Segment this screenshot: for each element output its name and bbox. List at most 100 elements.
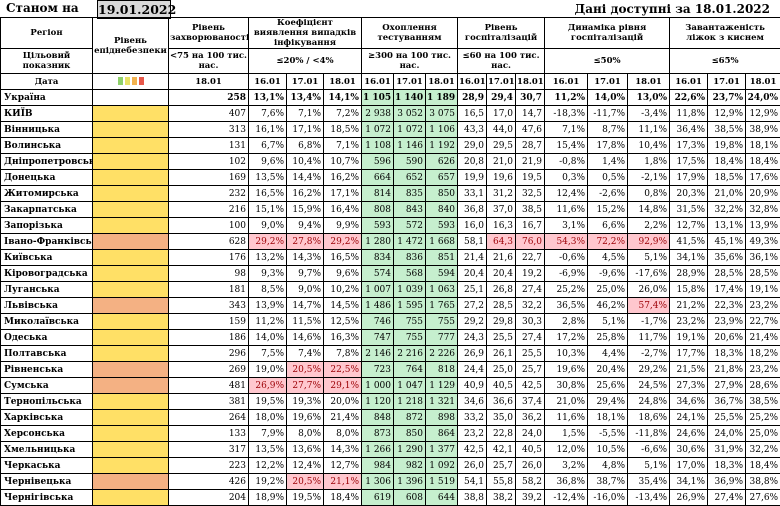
table-cell: 10,5% bbox=[588, 442, 628, 458]
safety-level-cell bbox=[93, 282, 169, 298]
table-cell: 29,0 bbox=[458, 138, 487, 154]
table-cell: 28,5 bbox=[487, 298, 516, 314]
table-cell: 38,5 bbox=[516, 202, 545, 218]
safety-level-cell bbox=[93, 474, 169, 490]
table-cell: 1 396 bbox=[394, 474, 426, 490]
table-cell: 24,0% bbox=[746, 90, 780, 106]
table-cell: 186 bbox=[169, 330, 249, 346]
table-cell: 100 bbox=[169, 218, 249, 234]
table-cell: 1 105 bbox=[362, 90, 394, 106]
table-cell: 6,7% bbox=[249, 138, 287, 154]
table-cell: 38,8% bbox=[746, 474, 780, 490]
table-cell: 30,8% bbox=[545, 378, 588, 394]
table-cell: 17,7% bbox=[670, 346, 708, 362]
table-cell: 36,8 bbox=[458, 202, 487, 218]
legend-swatch bbox=[125, 77, 130, 85]
region-name: Хмельницька bbox=[1, 442, 93, 458]
table-cell: 36,4% bbox=[670, 122, 708, 138]
table-cell: 25,2% bbox=[746, 410, 780, 426]
table-cell: 25,0 bbox=[487, 362, 516, 378]
table-cell: 42,1 bbox=[487, 442, 516, 458]
table-cell: 39,2 bbox=[516, 490, 545, 506]
safety-level-cell bbox=[93, 202, 169, 218]
table-cell: 381 bbox=[169, 394, 249, 410]
table-cell: 9,0% bbox=[249, 218, 287, 234]
table-cell: 17,6% bbox=[746, 170, 780, 186]
table-cell: 29,2% bbox=[249, 234, 287, 250]
table-cell: 1 007 bbox=[362, 282, 394, 298]
table-cell: 17,2% bbox=[545, 330, 588, 346]
table-cell: 19,3% bbox=[287, 394, 324, 410]
safety-legend bbox=[117, 77, 145, 87]
table-cell: 1 765 bbox=[426, 298, 458, 314]
safety-level-cell bbox=[93, 362, 169, 378]
table-cell: 72,2% bbox=[588, 234, 628, 250]
table-cell: 131 bbox=[169, 138, 249, 154]
table-cell: 26,9% bbox=[670, 490, 708, 506]
table-cell: 10,4% bbox=[628, 138, 670, 154]
table-cell: 596 bbox=[362, 154, 394, 170]
table-cell: 20,5% bbox=[287, 362, 324, 378]
region-name: Чернігівська bbox=[1, 490, 93, 506]
table-cell: 44,0 bbox=[487, 122, 516, 138]
safety-level-cell bbox=[93, 218, 169, 234]
table-cell: 16,7 bbox=[516, 218, 545, 234]
table-cell: 34,6% bbox=[670, 394, 708, 410]
table-cell: 18,4% bbox=[324, 490, 362, 506]
header-morbidity: Рівень захворюваності bbox=[169, 18, 249, 49]
table-cell: 176 bbox=[169, 250, 249, 266]
table-cell: 836 bbox=[394, 250, 426, 266]
legend-swatch bbox=[132, 77, 137, 85]
table-cell: 628 bbox=[169, 234, 249, 250]
table-cell: 14,8% bbox=[628, 202, 670, 218]
table-cell: -1,7% bbox=[628, 314, 670, 330]
table-cell: 25,7 bbox=[516, 362, 545, 378]
table-cell: 216 bbox=[169, 202, 249, 218]
table-cell: 18,3% bbox=[708, 346, 746, 362]
table-cell: -0,6% bbox=[545, 250, 588, 266]
table-cell: 21,0% bbox=[545, 394, 588, 410]
table-cell: 1 000 bbox=[362, 378, 394, 394]
table-cell: 42,5 bbox=[458, 442, 487, 458]
table-cell: 29,2% bbox=[324, 234, 362, 250]
region-name: Луганська bbox=[1, 282, 93, 298]
safety-level-cell bbox=[93, 490, 169, 506]
table-cell: 30,3 bbox=[516, 314, 545, 330]
table-cell: 2 226 bbox=[426, 346, 458, 362]
table-cell: 27,4% bbox=[708, 490, 746, 506]
table-cell: 21,5% bbox=[670, 362, 708, 378]
table-cell: 7,2% bbox=[324, 106, 362, 122]
table-cell: 850 bbox=[426, 186, 458, 202]
region-name: Київська bbox=[1, 250, 93, 266]
table-cell: 619 bbox=[362, 490, 394, 506]
table-cell: 594 bbox=[426, 266, 458, 282]
table-cell: 29,2 bbox=[458, 314, 487, 330]
header-testing: Охоплення тестуванням bbox=[362, 18, 458, 49]
region-name: Запорізька bbox=[1, 218, 93, 234]
table-cell: 20,4 bbox=[458, 266, 487, 282]
table-cell: 38,9% bbox=[746, 122, 780, 138]
region-name: Харківська bbox=[1, 410, 93, 426]
table-cell: 1 129 bbox=[426, 378, 458, 394]
table-cell: 834 bbox=[362, 250, 394, 266]
table-cell: 1 146 bbox=[394, 138, 426, 154]
table-cell: 21,0% bbox=[708, 186, 746, 202]
safety-level-cell bbox=[93, 410, 169, 426]
table-cell: 1 306 bbox=[362, 474, 394, 490]
table-cell: 23,2% bbox=[746, 362, 780, 378]
table-cell: 37,4 bbox=[516, 394, 545, 410]
table-cell: -2,1% bbox=[628, 170, 670, 186]
table-cell: 1 486 bbox=[362, 298, 394, 314]
table-cell: 5,1% bbox=[628, 250, 670, 266]
table-cell: 33,2 bbox=[458, 410, 487, 426]
table-cell: 25,5 bbox=[487, 330, 516, 346]
table-cell: 9,7% bbox=[287, 266, 324, 282]
table-cell: 22,5% bbox=[324, 362, 362, 378]
table-cell: 18,6% bbox=[628, 410, 670, 426]
table-cell: 568 bbox=[394, 266, 426, 282]
